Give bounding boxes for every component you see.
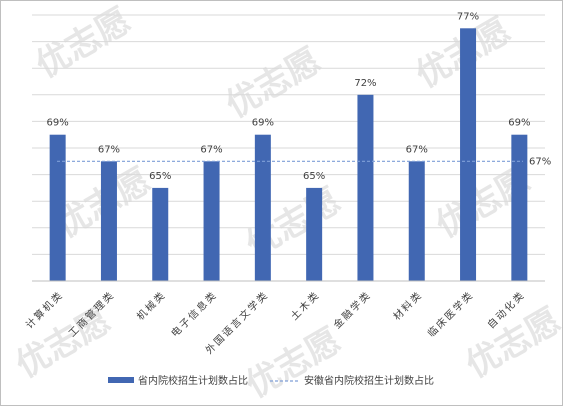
- bar: [100, 161, 117, 281]
- bar: [460, 28, 477, 281]
- value-label: 77%: [457, 11, 479, 22]
- bar: [254, 134, 271, 281]
- bar: [511, 134, 528, 281]
- legend-label: 安徽省内院校招生计划数占比: [304, 374, 434, 387]
- bar: [152, 187, 169, 281]
- bar: [306, 187, 323, 281]
- value-label: 69%: [508, 118, 530, 129]
- value-label: 65%: [303, 171, 325, 182]
- legend-swatch: [108, 377, 134, 383]
- bar: [357, 94, 374, 281]
- reference-label: 67%: [529, 156, 551, 167]
- value-label: 67%: [406, 144, 428, 155]
- bar: [203, 161, 220, 281]
- bar: [49, 134, 66, 281]
- value-label: 69%: [252, 118, 274, 129]
- legend-label: 省内院校招生计划数占比: [138, 374, 248, 387]
- value-label: 67%: [98, 144, 120, 155]
- value-label: 67%: [200, 144, 222, 155]
- value-label: 72%: [354, 78, 376, 89]
- value-label: 69%: [47, 118, 69, 129]
- value-label: 65%: [149, 171, 171, 182]
- bar: [408, 161, 425, 281]
